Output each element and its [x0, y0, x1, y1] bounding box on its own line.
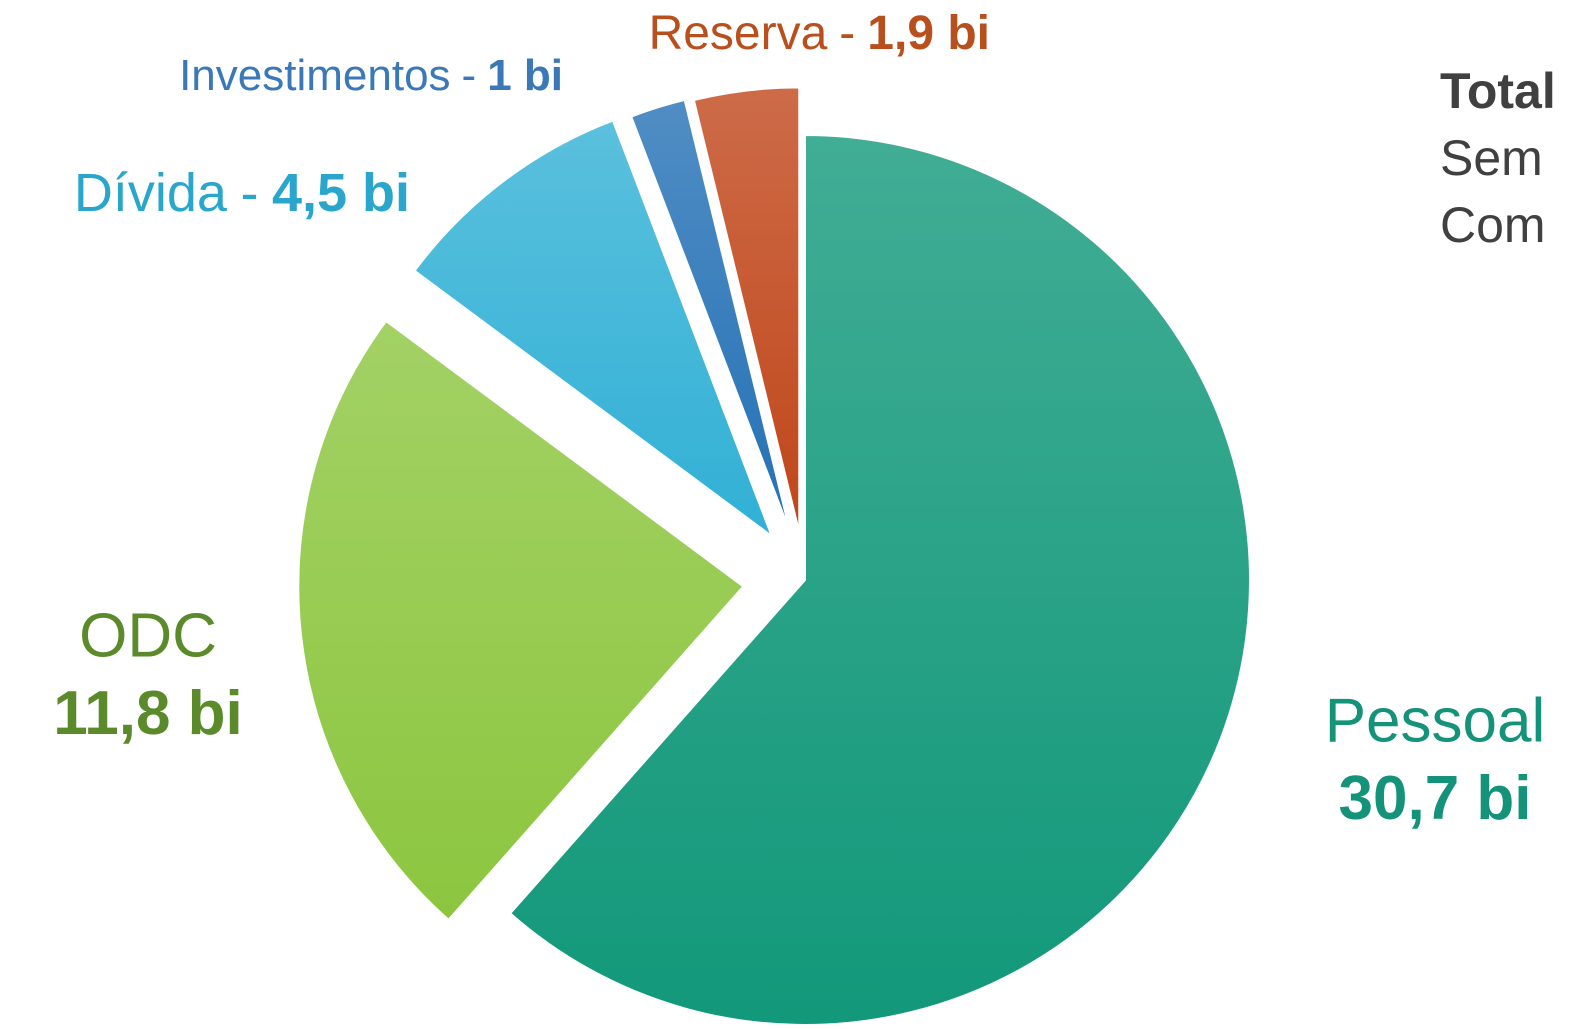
- value-label: 11,8 bi: [53, 679, 243, 748]
- side-text: Com: [1440, 197, 1546, 253]
- side-text: Sem: [1440, 130, 1543, 186]
- slice-label: Pessoal: [1325, 686, 1546, 755]
- side-text: Total: [1440, 63, 1556, 119]
- label-separator: -: [240, 163, 258, 223]
- pie-slice: [413, 119, 774, 540]
- slice-label-group: Dívida -4,5 bi: [74, 163, 410, 223]
- pie-slice: [629, 98, 792, 533]
- slice-label: Dívida: [74, 163, 228, 223]
- pie-slice: [692, 86, 801, 533]
- slice-label: ODC: [79, 601, 217, 670]
- slice-label: Investimentos: [179, 51, 450, 100]
- pie-slice: [297, 319, 745, 922]
- slice-label-group: Investimentos -1 bi: [179, 51, 563, 100]
- label-separator: -: [462, 51, 477, 100]
- value-label: 4,5 bi: [272, 163, 410, 223]
- label-separator: -: [839, 7, 855, 60]
- value-label: 30,7 bi: [1339, 764, 1532, 833]
- pie-slice: [508, 133, 1251, 1026]
- slice-label: Reserva: [649, 7, 828, 60]
- slice-label-group: Reserva -1,9 bi: [649, 7, 990, 60]
- value-label: 1 bi: [487, 51, 563, 100]
- value-label: 1,9 bi: [867, 7, 990, 60]
